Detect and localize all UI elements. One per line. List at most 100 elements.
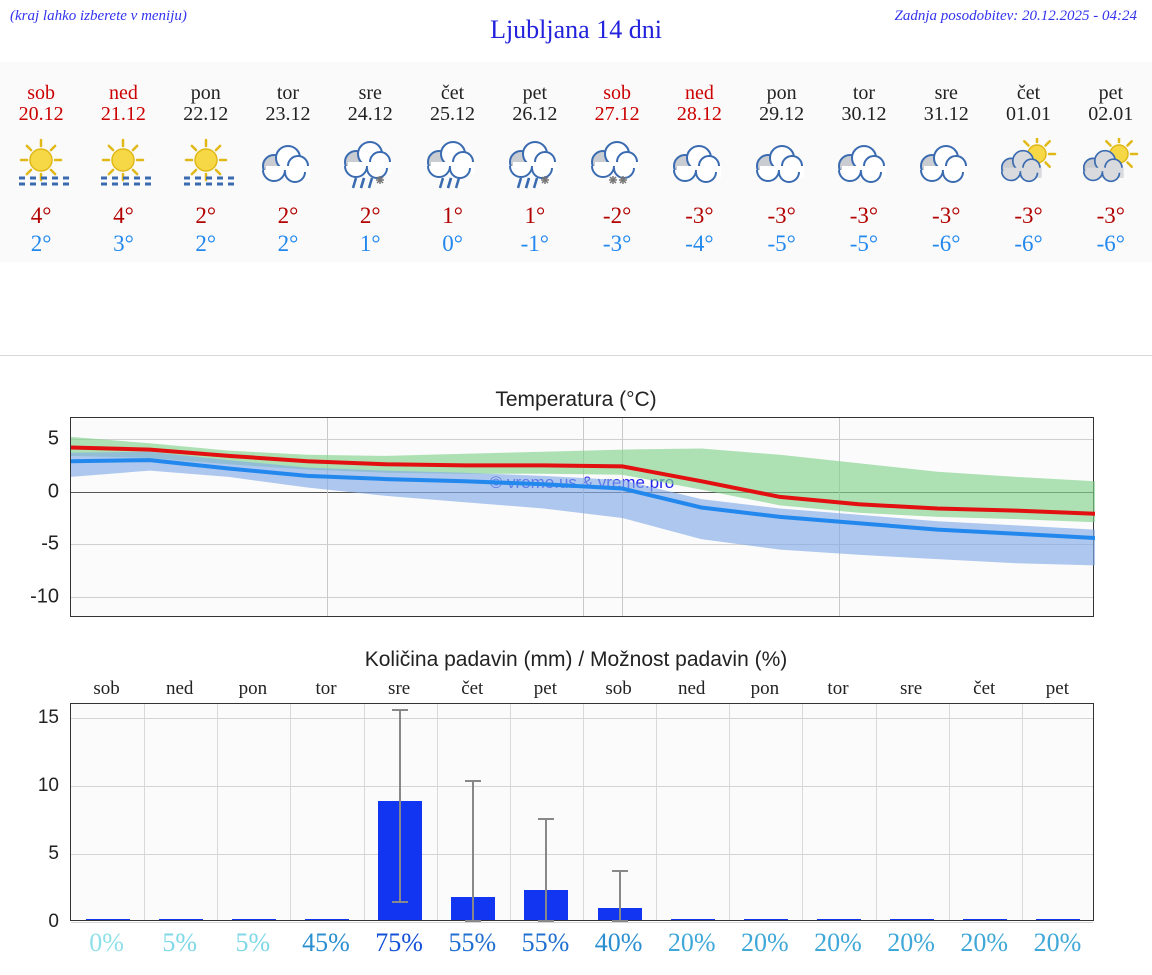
precip-probability-1: 5% xyxy=(143,928,216,958)
day-date-2: 22.12 xyxy=(165,103,247,126)
precip-probability-7: 40% xyxy=(582,928,655,958)
day-temp-high-12: -3° xyxy=(987,202,1069,230)
precip-bar-3[interactable] xyxy=(305,919,349,921)
day-temp-low-0: 2° xyxy=(0,230,82,258)
forecast-day-11[interactable]: sre 31.12 -3° -6° xyxy=(905,62,987,262)
day-temp-high-2: 2° xyxy=(165,202,247,230)
precip-day-label-4: sre xyxy=(363,678,436,703)
precip-bar-8[interactable] xyxy=(671,919,715,921)
day-temp-low-13: -6° xyxy=(1070,230,1152,258)
precip-probability-5: 55% xyxy=(436,928,509,958)
precip-bar-13[interactable] xyxy=(1036,919,1080,921)
day-date-6: 26.12 xyxy=(494,103,576,126)
day-temp-low-5: 0° xyxy=(411,230,493,258)
precip-errorbar-6 xyxy=(545,818,547,920)
precip-bar-wrap-0[interactable] xyxy=(71,702,144,920)
precip-day-label-0: sob xyxy=(70,678,143,703)
day-name-10: tor xyxy=(823,82,905,105)
day-weather-icon-10 xyxy=(823,136,905,196)
day-name-6: pet xyxy=(494,82,576,105)
precip-bar-10[interactable] xyxy=(817,919,861,921)
precip-errorcap-bottom-5 xyxy=(465,920,481,922)
day-weather-icon-6 xyxy=(494,136,576,196)
precip-bar-wrap-9[interactable] xyxy=(729,702,802,920)
day-temp-low-1: 3° xyxy=(82,230,164,258)
precip-bar-wrap-4[interactable] xyxy=(364,702,437,920)
section-divider xyxy=(0,355,1152,356)
forecast-day-7[interactable]: sob 27.12 -2° -3° xyxy=(576,62,658,262)
precip-bar-wrap-6[interactable] xyxy=(510,702,583,920)
forecast-day-13[interactable]: pet 02.01 -3° -6° xyxy=(1070,62,1152,262)
precip-ylabel-10: 10 xyxy=(9,775,59,797)
day-name-8: ned xyxy=(658,82,740,105)
temp-ylabel--10: -10 xyxy=(0,585,59,608)
day-name-9: pon xyxy=(741,82,823,105)
temperature-chart-title: Temperatura (°C) xyxy=(0,388,1152,412)
day-temp-low-3: 2° xyxy=(247,230,329,258)
precip-bar-wrap-5[interactable] xyxy=(437,702,510,920)
precip-bar-9[interactable] xyxy=(744,919,788,921)
precip-day-label-8: ned xyxy=(655,678,728,703)
forecast-day-2[interactable]: pon 22.12 2° 2° xyxy=(165,62,247,262)
precip-probability-6: 55% xyxy=(509,928,582,958)
precip-day-label-1: ned xyxy=(143,678,216,703)
day-temp-high-5: 1° xyxy=(411,202,493,230)
precip-errorcap-top-4 xyxy=(392,709,408,711)
precip-probability-0: 0% xyxy=(70,928,143,958)
weather-forecast-page: (kraj lahko izberete v meniju) Zadnja po… xyxy=(0,0,1152,975)
day-name-5: čet xyxy=(411,82,493,105)
day-temp-high-1: 4° xyxy=(82,202,164,230)
forecast-day-4[interactable]: sre 24.12 2° 1° xyxy=(329,62,411,262)
precip-bar-wrap-2[interactable] xyxy=(217,702,290,920)
forecast-day-3[interactable]: tor 23.12 2° 2° xyxy=(247,62,329,262)
day-date-7: 27.12 xyxy=(576,103,658,126)
day-temp-high-0: 4° xyxy=(0,202,82,230)
precip-ylabel-0: 0 xyxy=(9,911,59,933)
precip-bar-12[interactable] xyxy=(963,919,1007,921)
forecast-days-strip: sob 20.12 4° 2° ned 21.12 4° 3° pon 22.1… xyxy=(0,62,1152,262)
precip-bar-wrap-11[interactable] xyxy=(876,702,949,920)
precip-day-label-11: sre xyxy=(875,678,948,703)
day-date-4: 24.12 xyxy=(329,103,411,126)
day-weather-icon-11 xyxy=(905,136,987,196)
day-temp-high-6: 1° xyxy=(494,202,576,230)
precip-bar-wrap-3[interactable] xyxy=(290,702,363,920)
day-weather-icon-9 xyxy=(741,136,823,196)
day-name-3: tor xyxy=(247,82,329,105)
precip-gridline-0 xyxy=(71,922,1093,923)
day-weather-icon-4 xyxy=(329,136,411,196)
precip-bar-wrap-13[interactable] xyxy=(1022,702,1095,920)
day-weather-icon-8 xyxy=(658,136,740,196)
temp-ylabel-0: 0 xyxy=(0,480,59,503)
precip-bar-wrap-1[interactable] xyxy=(144,702,217,920)
precip-errorcap-bottom-7 xyxy=(612,920,628,922)
precip-probability-3: 45% xyxy=(289,928,362,958)
day-name-12: čet xyxy=(987,82,1069,105)
forecast-day-8[interactable]: ned 28.12 -3° -4° xyxy=(658,62,740,262)
precip-bar-11[interactable] xyxy=(890,919,934,921)
day-date-10: 30.12 xyxy=(823,103,905,126)
day-temp-high-13: -3° xyxy=(1070,202,1152,230)
forecast-day-1[interactable]: ned 21.12 4° 3° xyxy=(82,62,164,262)
precip-day-label-9: pon xyxy=(728,678,801,703)
day-weather-icon-12 xyxy=(987,136,1069,196)
forecast-day-10[interactable]: tor 30.12 -3° -5° xyxy=(823,62,905,262)
precip-bar-wrap-7[interactable] xyxy=(583,702,656,920)
day-name-11: sre xyxy=(905,82,987,105)
forecast-day-0[interactable]: sob 20.12 4° 2° xyxy=(0,62,82,262)
precip-day-label-5: čet xyxy=(436,678,509,703)
day-date-1: 21.12 xyxy=(82,103,164,126)
precipitation-percentage-row: 0% 5% 5% 45% 75% 55% 55% 40% 20% 20% 20% 20% 20% 20% xyxy=(70,928,1094,958)
precip-bar-1[interactable] xyxy=(159,919,203,921)
precip-bar-wrap-12[interactable] xyxy=(949,702,1022,920)
forecast-day-5[interactable]: čet 25.12 1° 0° xyxy=(411,62,493,262)
precip-bar-wrap-10[interactable] xyxy=(802,702,875,920)
page-title: Ljubljana 14 dni xyxy=(0,15,1152,45)
temp-ylabel-5: 5 xyxy=(0,428,59,451)
precip-bar-2[interactable] xyxy=(232,919,276,921)
precip-bar-0[interactable] xyxy=(86,919,130,921)
forecast-day-12[interactable]: čet 01.01 -3° -6° xyxy=(987,62,1069,262)
forecast-day-9[interactable]: pon 29.12 -3° -5° xyxy=(741,62,823,262)
forecast-day-6[interactable]: pet 26.12 1° -1° xyxy=(494,62,576,262)
precip-bar-wrap-8[interactable] xyxy=(656,702,729,920)
